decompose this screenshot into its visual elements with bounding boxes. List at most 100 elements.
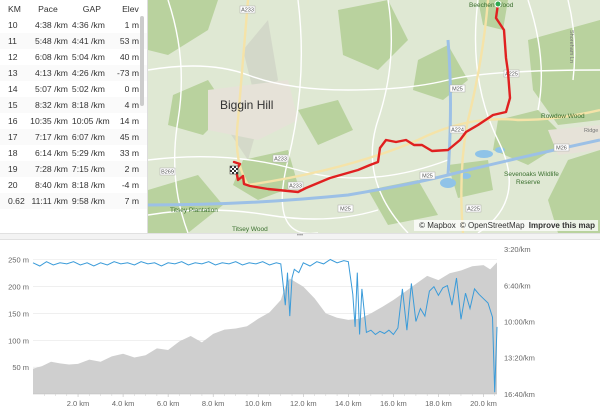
minor-roads: [148, 0, 600, 233]
split-row[interactable]: 13 4:13 /km 4:26 /km -73 m: [0, 65, 147, 81]
road-label: B269: [161, 170, 174, 176]
improve-map-link[interactable]: Improve this map: [528, 221, 595, 230]
split-pace: 7:17 /km: [26, 129, 70, 145]
split-km: 19: [0, 161, 26, 177]
split-km: 10: [0, 17, 26, 33]
split-elev: 33 m: [113, 145, 147, 161]
split-gap: 4:41 /km: [69, 33, 114, 49]
split-pace: 4:38 /km: [26, 17, 70, 33]
map-canvas[interactable]: A233 A233 A233 B269 M25 M25 M25 A224 A22…: [148, 0, 600, 233]
panel-resize-divider[interactable]: •••: [0, 233, 600, 240]
split-km: 12: [0, 49, 26, 65]
resize-handle-icon[interactable]: •••: [296, 233, 304, 239]
finish-flag-icon[interactable]: [229, 165, 239, 175]
split-gap: 9:58 /km: [69, 193, 114, 209]
pace-tick-label: 6:40/km: [504, 281, 531, 290]
street-label-shoreham: Shoreham Ln: [568, 30, 574, 63]
split-km: 17: [0, 129, 26, 145]
split-row[interactable]: 0.62 11:11 /km 9:58 /km 7 m: [0, 193, 147, 209]
split-row[interactable]: 14 5:07 /km 5:02 /km 0 m: [0, 81, 147, 97]
place-label-titsey-wood: Titsey Wood: [232, 226, 268, 233]
split-km: 16: [0, 113, 26, 129]
place-label-titsey-plantation: Titsey Plantation: [170, 207, 218, 214]
split-row[interactable]: 17 7:17 /km 6:07 /km 45 m: [0, 129, 147, 145]
split-elev: 40 m: [113, 49, 147, 65]
x-tick-label: 8.0 km: [202, 399, 225, 408]
splits-scrollbar[interactable]: [140, 16, 144, 106]
split-pace: 4:13 /km: [26, 65, 70, 81]
pace-tick-label: 16:40/km: [504, 390, 535, 399]
pace-tick-label: 13:20/km: [504, 354, 535, 363]
pace-tick-label: 10:00/km: [504, 318, 535, 327]
split-pace: 5:48 /km: [26, 33, 70, 49]
split-row[interactable]: 12 6:08 /km 5:04 /km 40 m: [0, 49, 147, 65]
chart-canvas[interactable]: 250 m 200 m 150 m 100 m 50 m 3:20/km 6:40/km 10…: [0, 239, 600, 416]
header-elev[interactable]: Elev: [122, 3, 139, 14]
elevation-tick-label: 150 m: [8, 309, 29, 318]
split-gap: 4:36 /km: [69, 17, 114, 33]
road-label: A233: [241, 8, 254, 14]
split-row[interactable]: 19 7:28 /km 7:15 /km 2 m: [0, 161, 147, 177]
split-elev: 45 m: [113, 129, 147, 145]
x-tick-label: 12.0 km: [290, 399, 317, 408]
header-pace[interactable]: Pace: [38, 3, 58, 14]
urban-area: [208, 80, 600, 155]
route-map[interactable]: A233 A233 A233 B269 M25 M25 M25 A224 A22…: [148, 0, 600, 233]
road-label: A233: [289, 184, 302, 190]
place-labels: Biggin Hill Beechen Wood Rowdow Wood Sev…: [170, 2, 598, 233]
split-gap: 4:26 /km: [69, 65, 114, 81]
split-gap: 8:18 /km: [69, 177, 114, 193]
split-gap: 5:02 /km: [69, 81, 114, 97]
header-km[interactable]: KM: [8, 3, 21, 14]
split-pace: 6:08 /km: [26, 49, 70, 65]
pace-line[interactable]: [32, 258, 498, 393]
split-row[interactable]: 16 10:35 /km 10:05 /km 14 m: [0, 113, 147, 129]
header-gap[interactable]: GAP: [82, 3, 101, 14]
osm-attribution-link[interactable]: © OpenStreetMap: [459, 221, 525, 230]
split-elev: 4 m: [113, 97, 147, 113]
split-row[interactable]: 11 5:48 /km 4:41 /km 53 m: [0, 33, 147, 49]
split-row[interactable]: 15 8:32 /km 8:18 /km 4 m: [0, 97, 147, 113]
x-tick-label: 20.0 km: [470, 399, 497, 408]
road-label: A225: [505, 72, 518, 78]
elevation-tick-label: 250 m: [8, 256, 29, 265]
split-gap: 8:18 /km: [69, 97, 114, 113]
road-label: A225: [467, 207, 480, 213]
split-pace: 10:35 /km: [26, 113, 70, 129]
split-elev: -4 m: [113, 177, 147, 193]
road-label: A233: [274, 157, 287, 163]
place-label-sevenoaks: Sevenoaks Wildlife Reserve: [504, 171, 561, 186]
split-elev: 14 m: [113, 113, 147, 129]
x-tick-label: 16.0 km: [380, 399, 407, 408]
road-label: M25: [340, 207, 351, 213]
x-tick-label: 6.0 km: [157, 399, 180, 408]
place-label-rowdow-wood: Rowdow Wood: [541, 113, 585, 120]
road-label: M25: [422, 174, 433, 180]
start-marker-icon[interactable]: [494, 0, 502, 8]
split-elev: 7 m: [113, 193, 147, 209]
split-elev: 0 m: [113, 81, 147, 97]
split-elev: 53 m: [113, 33, 147, 49]
split-row[interactable]: 20 8:40 /km 8:18 /km -4 m: [0, 177, 147, 193]
road-label: M25: [452, 87, 463, 93]
split-elev: 1 m: [113, 17, 147, 33]
elevation-area[interactable]: [33, 262, 497, 394]
splits-table-panel: KM Pace GAP Elev 10 4:38 /km 4:36 /km 1 m 11…: [0, 0, 148, 233]
split-pace: 8:32 /km: [26, 97, 70, 113]
elevation-tick-label: 100 m: [8, 336, 29, 345]
x-tick-label: 14.0 km: [335, 399, 362, 408]
split-gap: 5:04 /km: [69, 49, 114, 65]
x-tick-label: 10.0 km: [245, 399, 272, 408]
split-km: 11: [0, 33, 26, 49]
split-gap: 5:29 /km: [69, 145, 114, 161]
elevation-tick-label: 200 m: [8, 283, 29, 292]
split-row[interactable]: 18 6:14 /km 5:29 /km 33 m: [0, 145, 147, 161]
split-row[interactable]: 10 4:38 /km 4:36 /km 1 m: [0, 17, 147, 33]
split-km: 18: [0, 145, 26, 161]
split-pace: 6:14 /km: [26, 145, 70, 161]
pace-tick-label: 3:20/km: [504, 245, 531, 254]
mapbox-attribution-link[interactable]: © Mapbox: [419, 221, 456, 230]
elevation-pace-chart[interactable]: 250 m 200 m 150 m 100 m 50 m 3:20/km 6:40/km 10…: [0, 239, 600, 416]
route-line[interactable]: [232, 2, 512, 194]
place-label-beechen-wood: Beechen Wood: [469, 2, 514, 9]
